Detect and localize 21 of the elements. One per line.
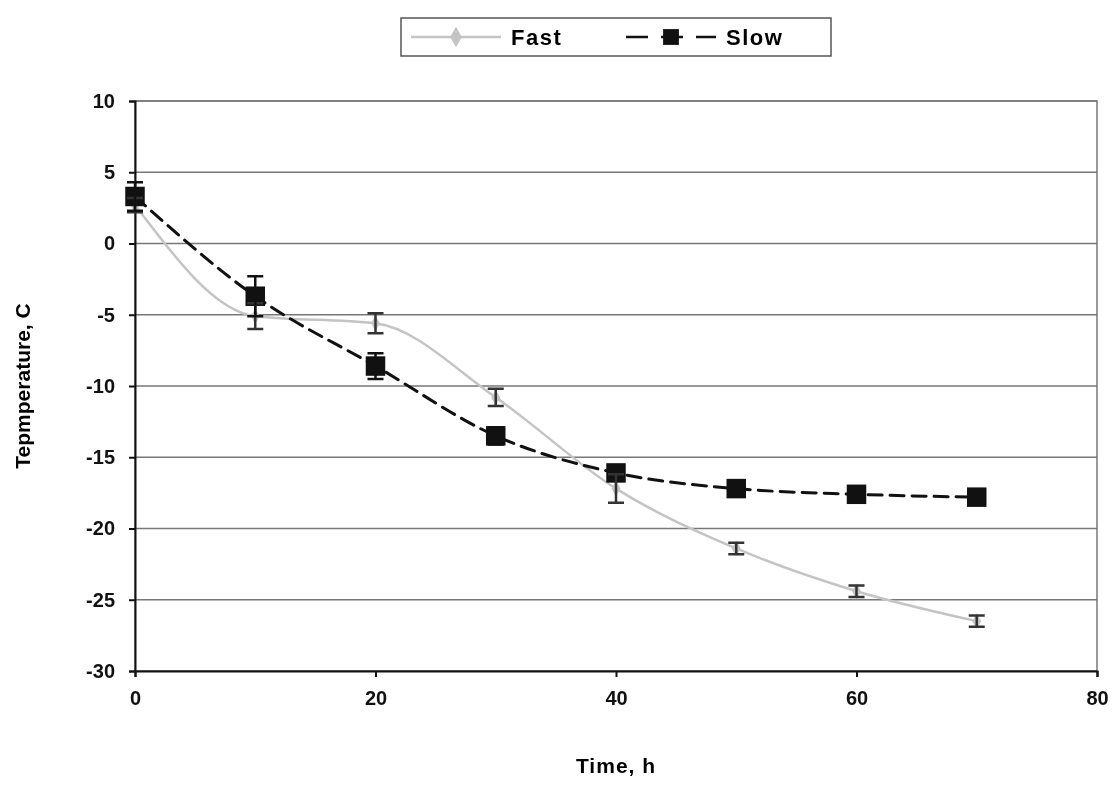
x-tick-label: 60 xyxy=(845,687,869,710)
x-axis-title: Time, h xyxy=(575,754,657,777)
point xyxy=(726,478,746,499)
y-tick-label: -5 xyxy=(97,303,115,326)
legend-label: Fast xyxy=(511,25,563,50)
y-tick-label: -10 xyxy=(86,374,115,397)
x-tick-label: 40 xyxy=(605,687,628,710)
y-tick-label: 0 xyxy=(103,232,115,255)
x-tick-label: 20 xyxy=(364,687,388,710)
legend-label: Slow xyxy=(726,25,784,50)
y-tick-label: 5 xyxy=(103,161,115,184)
y-tick-label: -15 xyxy=(86,446,115,469)
y-axis-title: Tepmperature, C xyxy=(11,303,34,469)
point xyxy=(846,484,867,505)
point xyxy=(967,487,987,507)
x-tick-label: 0 xyxy=(129,687,142,710)
y-tick-label: -20 xyxy=(86,517,115,540)
x-tick-label: 80 xyxy=(1086,687,1109,710)
y-tick-label: -25 xyxy=(86,588,115,611)
y-tick-label: 10 xyxy=(92,89,115,112)
y-tick-label: -30 xyxy=(86,659,115,682)
